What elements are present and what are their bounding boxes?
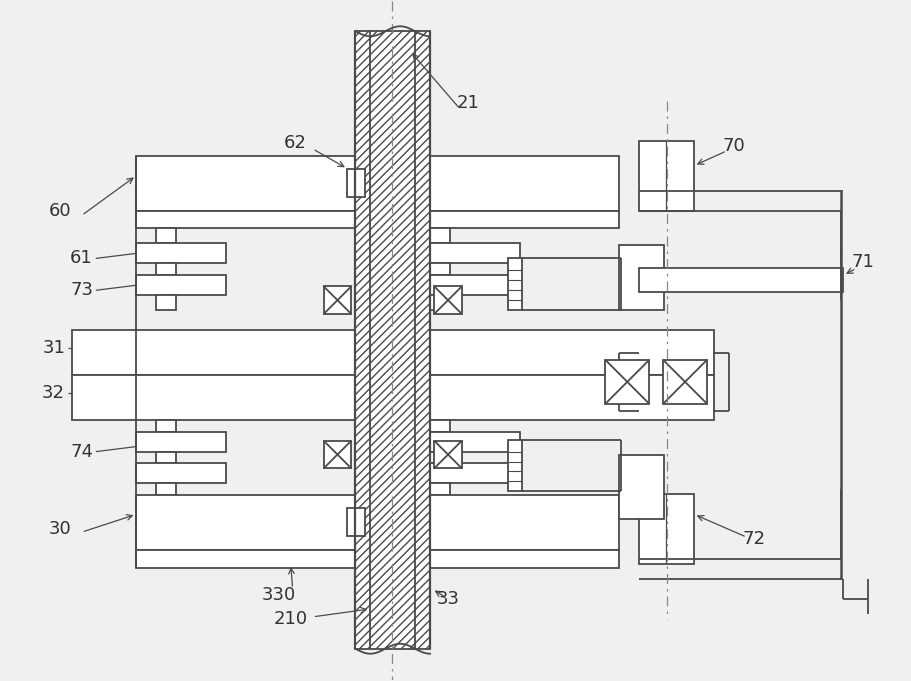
Bar: [605, 360, 649, 404]
Bar: [355, 31, 430, 649]
Text: 73: 73: [70, 281, 93, 299]
Text: 31: 31: [42, 339, 65, 357]
Bar: [430, 295, 449, 310]
Bar: [619, 245, 663, 310]
Bar: [430, 156, 619, 210]
Bar: [347, 508, 365, 536]
Bar: [136, 210, 355, 228]
Bar: [507, 258, 521, 310]
Bar: [507, 440, 521, 492]
Bar: [156, 264, 176, 275]
Bar: [430, 495, 619, 550]
Text: 330: 330: [261, 586, 295, 604]
Text: 30: 30: [48, 520, 71, 538]
Bar: [323, 286, 351, 314]
Bar: [619, 454, 663, 520]
Text: 21: 21: [456, 94, 479, 112]
Bar: [136, 275, 226, 295]
Bar: [430, 419, 449, 432]
Bar: [639, 141, 693, 210]
Bar: [430, 432, 519, 452]
Bar: [156, 295, 176, 310]
Bar: [71, 375, 355, 419]
Text: 60: 60: [48, 202, 71, 219]
Bar: [639, 494, 693, 564]
Bar: [639, 268, 843, 292]
Bar: [430, 330, 713, 375]
Bar: [430, 243, 519, 264]
Bar: [156, 228, 176, 243]
Bar: [430, 210, 619, 228]
Text: 72: 72: [742, 530, 764, 548]
Bar: [136, 156, 355, 210]
Bar: [156, 484, 176, 495]
Text: 61: 61: [70, 249, 93, 268]
Bar: [434, 286, 462, 314]
Text: 70: 70: [722, 137, 744, 155]
Bar: [430, 275, 519, 295]
Text: 62: 62: [284, 133, 307, 152]
Text: 210: 210: [273, 610, 307, 628]
Bar: [323, 441, 351, 469]
Bar: [430, 228, 449, 243]
Bar: [430, 375, 713, 419]
Text: 33: 33: [436, 590, 459, 608]
Text: 71: 71: [851, 253, 874, 271]
Bar: [156, 419, 176, 432]
Bar: [430, 484, 449, 495]
Bar: [430, 550, 619, 568]
Bar: [136, 550, 355, 568]
Bar: [430, 452, 449, 464]
Text: 74: 74: [70, 443, 93, 460]
Bar: [71, 330, 355, 375]
Bar: [347, 169, 365, 197]
Bar: [434, 441, 462, 469]
Bar: [136, 464, 226, 484]
Text: 32: 32: [42, 384, 65, 402]
Bar: [430, 264, 449, 275]
Bar: [430, 464, 519, 484]
Bar: [156, 452, 176, 464]
Bar: [662, 360, 706, 404]
Bar: [136, 495, 355, 550]
Bar: [136, 432, 226, 452]
Bar: [136, 243, 226, 264]
